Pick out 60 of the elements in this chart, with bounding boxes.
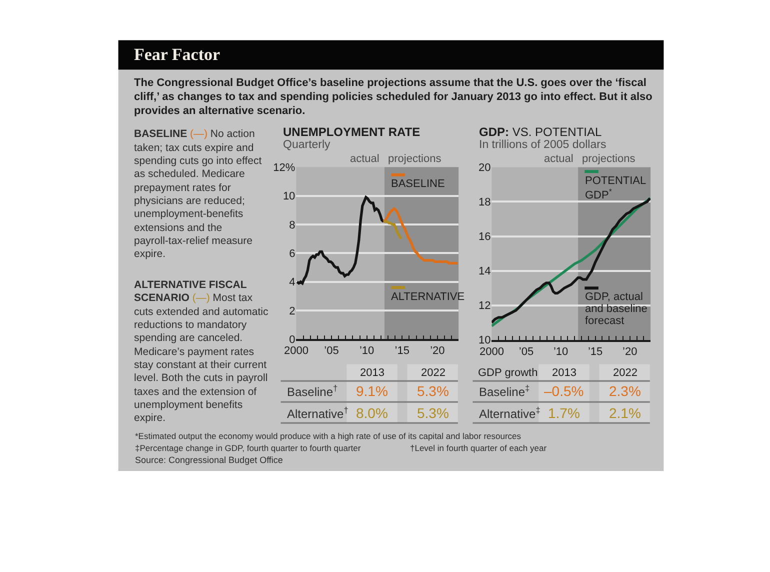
series-label: Baseline$^{‡}$: [479, 383, 530, 400]
text: BASELINE (—) No action taken; tax cuts expire and spending cuts go into effect as scheduled. Medicare prepayment rates for physicians are reduced; unemployment-benefits extensions and the payroll-tax-relief measure expire.: [134, 128, 262, 260]
text: Alternative$^{†}$: [287, 405, 349, 422]
source-note: Source: Congressional Budget Office: [135, 455, 283, 465]
x-tick-label: ’15: [394, 345, 410, 358]
data-label: 1.7%: [548, 405, 580, 421]
text: ALTERNATIVE FISCAL SCENARIO (—) Most tax cuts extended and automatic reductions to mandatory spending are canceled. Medicare’s payment rates stay constant at their current level. Both the cuts in payroll taxes and the extension of unemployment benefits expire.: [134, 279, 268, 424]
text: The Congressional Budget Office’s baseline projections assume that the U.S. goes over the ‘fiscal cliff,’ as changes to tax and spending policies scheduled for January 2013 go into effect. But it also provides an alternative scenario.: [134, 77, 653, 117]
series-label: Baseline$^{†}$: [287, 383, 338, 400]
chart-subtitle: Quarterly: [283, 139, 331, 151]
y-tick-label: 10: [478, 334, 491, 347]
data-label: 9.1%: [356, 383, 388, 399]
text: Fear Factor: [134, 45, 221, 64]
x-tick-label: ’10: [553, 346, 568, 358]
text: †Level in fourth quarter of each year: [410, 443, 547, 453]
text: Alternative$^{‡}$: [479, 405, 541, 422]
y-tick-label: 18: [478, 196, 491, 209]
y-tick-label: 10: [282, 190, 296, 203]
x-tick-label: 2000: [284, 345, 308, 358]
y-tick-label: 8: [289, 219, 296, 232]
annotation: actual: [544, 153, 574, 165]
chart-title: UNEMPLOYMENT RATE: [283, 125, 420, 139]
y-tick-label: 16: [478, 231, 491, 244]
category-label: 2022: [613, 367, 638, 379]
data-label: 5.3%: [417, 405, 449, 421]
legend-label: BASELINE: [391, 178, 445, 190]
y-tick-label: 0: [289, 334, 296, 346]
chart-subtitle: In trillions of 2005 dollars: [479, 139, 606, 151]
legend-label: GDP, actual and baseline forecast: [585, 291, 648, 327]
y-tick-label: 12: [478, 300, 491, 312]
y-tick-label: 20: [478, 162, 491, 174]
x-tick-label: ’15: [588, 346, 603, 358]
category-label: 2022: [421, 367, 446, 379]
y-tick-label: 4: [289, 276, 296, 289]
data-label: 2.1%: [609, 405, 641, 421]
legend-label: ALTERNATIVE: [391, 291, 465, 303]
x-tick-label: ’20: [430, 345, 445, 358]
text: GDP growth: [478, 367, 538, 379]
chart-title: GDP: VS. POTENTIAL: [479, 125, 602, 139]
text: ‡Percentage change in GDP, fourth quarter to fourth quarter: [135, 443, 361, 453]
category-label: 2013: [552, 367, 576, 379]
data-label: –0.5%: [544, 383, 584, 399]
data-label: 8.0%: [356, 405, 388, 421]
legend-label: POTENTIAL GDP$^{*}$: [585, 175, 646, 202]
x-tick-label: ’10: [359, 345, 374, 358]
band-label: projections: [388, 153, 442, 165]
band-label: projections: [582, 153, 636, 165]
annotation: actual: [350, 153, 380, 165]
data-label: 2.3%: [609, 383, 641, 399]
y-tick-label: 12%: [273, 162, 296, 174]
text: *Estimated output the economy would produce with a high rate of use of its capital and labor resources: [135, 431, 522, 441]
x-tick-label: ’20: [622, 346, 638, 358]
x-tick-label: ’05: [518, 346, 534, 358]
y-tick-label: 2: [289, 305, 296, 318]
category-label: 2013: [360, 367, 384, 379]
y-tick-label: 6: [289, 248, 296, 260]
y-tick-label: 14: [478, 266, 491, 278]
data-label: 5.3%: [417, 383, 449, 399]
x-tick-label: ’05: [324, 345, 339, 358]
x-tick-label: 2000: [479, 346, 504, 358]
